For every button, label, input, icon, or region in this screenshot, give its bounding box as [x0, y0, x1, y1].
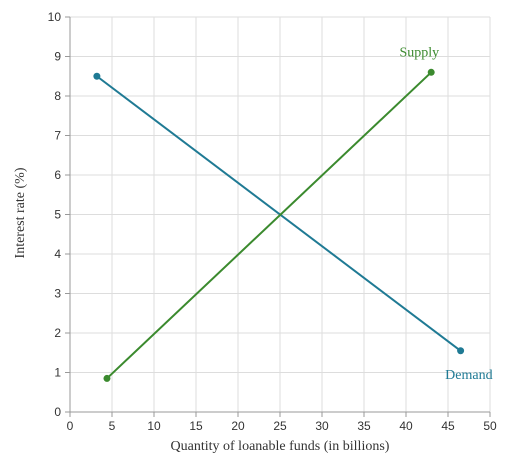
y-tick-label: 4	[54, 247, 61, 261]
x-tick-label: 20	[231, 419, 245, 433]
demand-point	[93, 72, 101, 80]
demand-point	[457, 347, 465, 355]
demand-label: Demand	[445, 368, 492, 383]
y-tick-label: 2	[54, 326, 61, 340]
x-tick-label: 10	[147, 419, 161, 433]
supply-point	[103, 374, 111, 382]
x-tick-label: 25	[273, 419, 287, 433]
x-tick-label: 15	[189, 419, 203, 433]
x-tick-label: 0	[67, 419, 74, 433]
y-tick-label: 1	[54, 366, 61, 380]
y-tick-label: 0	[54, 405, 61, 419]
x-tick-label: 30	[315, 419, 329, 433]
series-labels: Demand Supply	[400, 45, 493, 382]
series-group	[93, 68, 465, 382]
y-tick-label: 9	[54, 50, 61, 64]
y-tick-label: 7	[54, 129, 61, 143]
demand-line	[96, 75, 462, 352]
y-axis-title: Interest rate (%)	[13, 167, 28, 258]
y-tick-label: 8	[54, 89, 61, 103]
x-tick-label: 45	[441, 419, 455, 433]
y-tick-label: 10	[48, 10, 62, 24]
x-axis-title: Quantity of loanable funds (in billions)	[171, 439, 390, 454]
x-tick-label: 5	[109, 419, 116, 433]
supply-point	[427, 68, 435, 76]
y-tick-label: 5	[54, 208, 61, 222]
supply-line	[106, 71, 432, 380]
x-tick-label: 40	[399, 419, 413, 433]
x-tick-label: 50	[483, 419, 497, 433]
y-tick-label: 6	[54, 168, 61, 182]
axes	[65, 16, 491, 417]
x-tick-label: 35	[357, 419, 371, 433]
supply-label: Supply	[400, 45, 440, 60]
y-tick-label: 3	[54, 287, 61, 301]
